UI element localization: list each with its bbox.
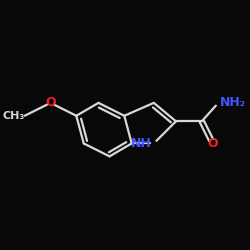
Text: NH₂: NH₂ [220, 96, 246, 109]
Text: O: O [208, 137, 218, 150]
Text: CH₃: CH₃ [2, 111, 25, 121]
Text: NH: NH [131, 137, 152, 150]
Text: O: O [45, 96, 56, 109]
